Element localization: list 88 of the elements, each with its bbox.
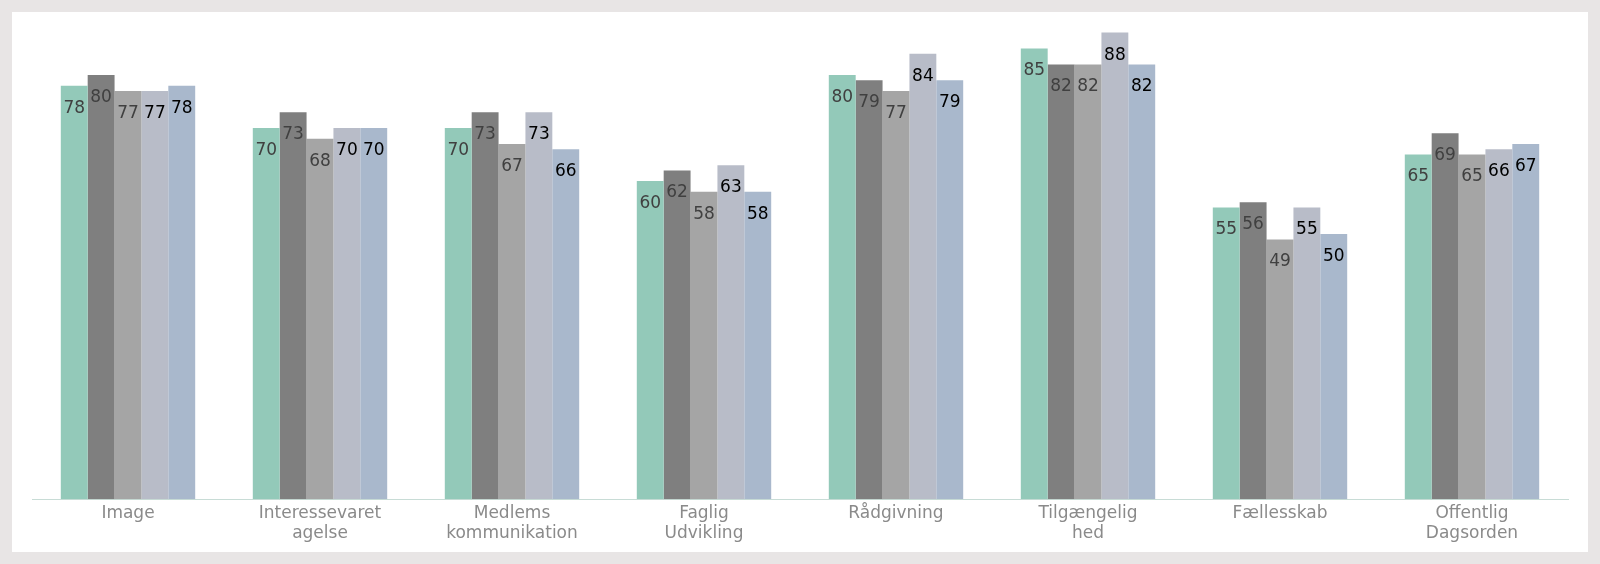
data-label: 58 xyxy=(693,202,715,223)
data-label: 80 xyxy=(90,85,112,106)
bar xyxy=(1212,207,1240,500)
bar xyxy=(1485,149,1513,500)
data-label: 65 xyxy=(1407,165,1430,186)
data-label: 85 xyxy=(1023,59,1046,80)
bar xyxy=(306,138,334,500)
bar xyxy=(717,165,745,500)
bar xyxy=(360,128,388,500)
bar xyxy=(471,112,499,500)
bar xyxy=(636,181,664,500)
data-label: 77 xyxy=(885,101,907,122)
data-label: 79 xyxy=(938,91,961,112)
bar xyxy=(141,90,169,500)
data-label: 68 xyxy=(309,149,331,170)
bar xyxy=(60,85,88,500)
data-label: 78 xyxy=(170,96,193,117)
data-label: 82 xyxy=(1050,75,1072,96)
data-label: 78 xyxy=(63,96,86,117)
data-label: 60 xyxy=(639,191,662,212)
data-label: 70 xyxy=(362,138,385,159)
data-label: 55 xyxy=(1296,218,1318,239)
bar xyxy=(882,90,910,500)
bar xyxy=(552,149,580,500)
data-label: 77 xyxy=(144,101,166,122)
bar xyxy=(690,191,718,500)
data-label: 50 xyxy=(1322,245,1345,266)
data-label: 79 xyxy=(858,91,880,112)
x-tick-label: Faglig Udvikling xyxy=(664,501,744,543)
bar xyxy=(444,128,472,500)
data-label: 66 xyxy=(554,160,577,181)
data-label: 66 xyxy=(1488,160,1510,181)
x-tick-label: Fællesskab xyxy=(1232,501,1328,522)
data-label: 69 xyxy=(1434,144,1456,165)
bar xyxy=(1101,32,1129,500)
bar xyxy=(525,112,553,500)
x-tick-label: Interessevaret agelse xyxy=(258,501,382,543)
bar xyxy=(663,170,691,500)
data-label: 82 xyxy=(1077,75,1099,96)
data-label: 88 xyxy=(1104,43,1126,64)
bar xyxy=(1266,239,1294,500)
data-label: 67 xyxy=(501,154,523,175)
bar xyxy=(909,53,937,500)
data-label: 84 xyxy=(912,64,934,85)
bar xyxy=(1512,143,1540,500)
bar xyxy=(1020,48,1048,500)
bar xyxy=(333,128,361,500)
data-label: 73 xyxy=(528,123,550,144)
data-label: 63 xyxy=(720,176,742,197)
bar xyxy=(279,112,307,500)
x-tick-label: Image xyxy=(101,501,155,522)
data-label: 58 xyxy=(746,202,769,223)
x-tick-label: Offentlig Dagsorden xyxy=(1425,501,1519,543)
bar xyxy=(114,90,142,500)
data-label: 49 xyxy=(1269,250,1291,271)
data-label: 82 xyxy=(1130,75,1153,96)
data-label: 77 xyxy=(117,101,139,122)
bar xyxy=(936,80,964,500)
x-tick-label: Tilgængelig hed xyxy=(1037,501,1138,543)
data-label: 70 xyxy=(336,138,358,159)
data-label: 70 xyxy=(447,138,470,159)
data-label: 73 xyxy=(282,123,304,144)
bar xyxy=(1128,64,1156,500)
bar xyxy=(1458,154,1486,500)
x-tick-label: Rådgivning xyxy=(848,501,944,522)
bar xyxy=(1239,202,1267,500)
bar xyxy=(498,143,526,500)
bar xyxy=(1047,64,1075,500)
bar xyxy=(1431,133,1459,500)
data-label: 56 xyxy=(1242,213,1264,234)
bar xyxy=(168,85,196,500)
data-label: 67 xyxy=(1514,154,1537,175)
bar xyxy=(855,80,883,500)
bar xyxy=(87,75,115,500)
bar xyxy=(828,75,856,500)
data-label: 80 xyxy=(831,85,854,106)
bar xyxy=(1293,207,1321,500)
data-label: 65 xyxy=(1461,165,1483,186)
bar xyxy=(1404,154,1432,500)
bar xyxy=(1074,64,1102,500)
bar xyxy=(1320,234,1348,500)
data-label: 70 xyxy=(255,138,278,159)
bar xyxy=(252,128,280,500)
data-label: 55 xyxy=(1215,218,1238,239)
bar xyxy=(744,191,772,500)
data-label: 62 xyxy=(666,181,688,202)
x-tick-label: Medlems kommunikation xyxy=(446,501,578,543)
data-label: 73 xyxy=(474,123,496,144)
